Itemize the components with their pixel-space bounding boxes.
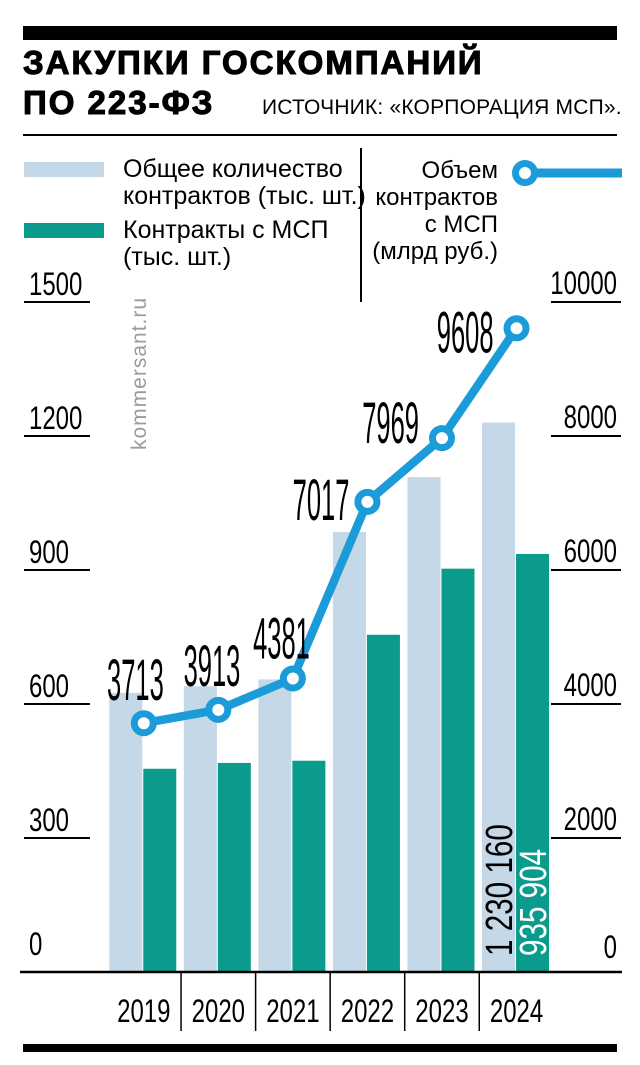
legend-swatch-smp-contracts xyxy=(24,223,104,238)
bar-smp-2023 xyxy=(441,568,475,972)
bar-smp-2022 xyxy=(366,634,400,972)
left-axis-tick-label: 1200 xyxy=(29,400,82,436)
legend-label-volume: Объем контрактов с МСП (млрд руб.) xyxy=(372,157,498,265)
legend-swatch-total-contracts xyxy=(24,162,104,177)
year-label-2019: 2019 xyxy=(117,993,170,1029)
line-point-2023 xyxy=(428,425,455,452)
left-axis-tick-label: 1500 xyxy=(29,266,82,302)
line-value-label: 3913 xyxy=(184,634,241,699)
right-axis-tick-label: 4000 xyxy=(564,667,617,703)
bar-total-2019 xyxy=(109,692,143,972)
bottom-rule xyxy=(23,1044,617,1052)
right-axis-tick-label: 8000 xyxy=(564,399,617,435)
line-point-2022 xyxy=(354,488,381,515)
line-value-label: 3713 xyxy=(107,648,164,713)
bar-value-annotation-smp: 935 904 xyxy=(513,849,555,956)
year-label-2023: 2023 xyxy=(415,993,468,1029)
bar-total-2020 xyxy=(183,686,217,972)
page-title-line2: ПО 223-ФЗ xyxy=(22,83,215,121)
year-label-2020: 2020 xyxy=(192,993,245,1029)
right-axis-tick-label: 0 xyxy=(604,929,617,965)
bar-smp-2021 xyxy=(292,760,326,972)
legend-line-marker-symbol xyxy=(512,160,622,186)
bar-total-2023 xyxy=(407,477,441,972)
bar-total-2022 xyxy=(332,532,366,972)
line-point-2020 xyxy=(205,696,232,723)
year-label-2021: 2021 xyxy=(266,993,319,1029)
header-divider-rule xyxy=(23,134,617,136)
legend-label-smp-contracts: Контракты с МСП (тыс. шт.) xyxy=(123,216,329,271)
legend-divider xyxy=(360,148,362,302)
left-axis-tick-label: 900 xyxy=(29,534,69,570)
source-note: ИСТОЧНИК: «КОРПОРАЦИЯ МСП». xyxy=(262,96,622,119)
line-point-2024 xyxy=(503,315,530,342)
bar-smp-2020 xyxy=(217,762,251,972)
left-axis-tick-label: 600 xyxy=(29,668,69,704)
left-axis-tick-label: 0 xyxy=(29,926,42,962)
page-title-line1: ЗАКУПКИ ГОСКОМПАНИЙ xyxy=(22,43,484,81)
right-axis-tick-label: 6000 xyxy=(564,533,617,569)
legend-label-total-contracts: Общее количество контрактов (тыс. шт.) xyxy=(123,155,366,210)
right-axis-tick-label: 2000 xyxy=(564,801,617,837)
line-value-label: 4381 xyxy=(253,607,310,672)
year-label-2022: 2022 xyxy=(341,993,394,1029)
right-axis-tick-label: 10000 xyxy=(550,265,617,301)
line-point-2021 xyxy=(279,665,306,692)
top-rule xyxy=(23,26,617,40)
line-value-label: 7017 xyxy=(293,468,350,533)
legend-marker-icon xyxy=(512,160,538,186)
bar-total-2021 xyxy=(258,679,292,972)
year-label-2024: 2024 xyxy=(490,993,543,1029)
left-axis-tick-label: 300 xyxy=(29,802,69,838)
line-point-2019 xyxy=(130,710,157,737)
line-value-label: 7969 xyxy=(362,391,419,456)
bar-value-annotation-total: 1 230 160 xyxy=(479,824,521,956)
line-value-label: 9608 xyxy=(437,300,494,365)
bar-smp-2019 xyxy=(143,768,177,972)
bar-total-2024 xyxy=(482,422,516,972)
bar-smp-2024 xyxy=(516,553,550,972)
